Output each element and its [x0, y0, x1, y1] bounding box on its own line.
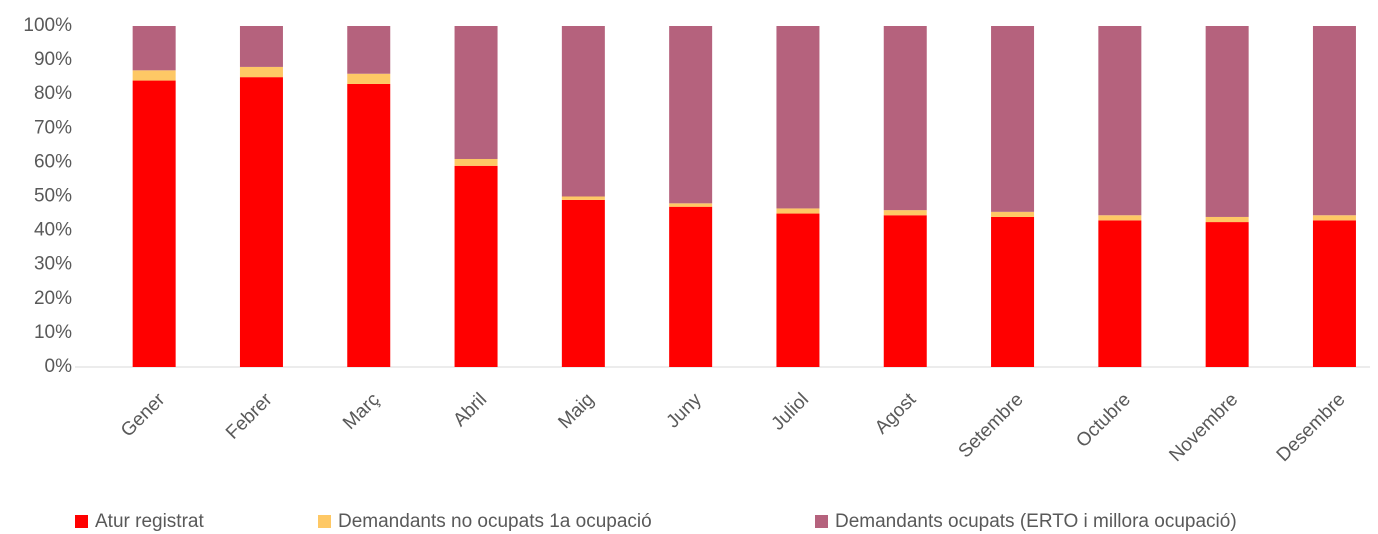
bar-segment — [132, 70, 176, 81]
bar-segment — [776, 208, 820, 214]
bar-segment — [239, 77, 283, 368]
bar-segment — [347, 83, 391, 367]
x-tick-label: Octubre — [1072, 389, 1135, 452]
bar-segment — [776, 213, 820, 367]
x-tick-group: Octubre — [1072, 389, 1135, 452]
bar-segment — [991, 26, 1035, 212]
x-tick-label: Juliol — [768, 389, 813, 434]
bar-segment — [1205, 222, 1249, 367]
bar-segment — [1205, 216, 1249, 223]
y-tick-label: 90% — [34, 49, 72, 70]
bar-segment — [669, 206, 713, 367]
x-tick-group: Gener — [117, 389, 170, 442]
bar-segment — [776, 26, 820, 209]
x-tick-label: Setembre — [955, 389, 1028, 462]
x-tick-group: Juny — [662, 389, 706, 433]
x-tick-group: Agost — [871, 389, 921, 439]
x-tick-label: Agost — [871, 389, 921, 439]
bar-segment — [454, 165, 498, 367]
y-tick-label: 30% — [34, 254, 72, 275]
y-tick-label: 80% — [34, 83, 72, 104]
bar-segment — [1098, 220, 1142, 367]
legend-label: Atur registrat — [95, 511, 204, 532]
legend-label: Demandants no ocupats 1a ocupació — [338, 511, 652, 532]
bar-segment — [1312, 26, 1356, 216]
bar-segment — [347, 73, 391, 84]
x-tick-group: Setembre — [955, 389, 1028, 462]
bar-segment — [991, 216, 1035, 367]
bar-segment — [883, 26, 927, 211]
bar-segment — [883, 210, 927, 216]
legend-swatch — [75, 515, 88, 528]
y-tick-label: 100% — [23, 15, 72, 36]
x-tick-group: Abril — [449, 389, 491, 431]
bar-segment — [239, 26, 283, 67]
bar-segment — [1098, 26, 1142, 216]
x-tick-group: Març — [339, 389, 384, 434]
x-tick-group: Novembre — [1165, 389, 1242, 466]
y-tick-label: 60% — [34, 151, 72, 172]
x-tick-label: Febrer — [222, 389, 277, 444]
y-tick-label: 40% — [34, 220, 72, 241]
bar-segment — [454, 158, 498, 166]
y-tick-label: 10% — [34, 322, 72, 343]
x-tick-group: Desembre — [1273, 389, 1350, 466]
bar-segment — [669, 26, 713, 204]
y-tick-label: 70% — [34, 117, 72, 138]
x-tick-label: Març — [339, 389, 384, 434]
x-tick-label: Desembre — [1273, 389, 1350, 466]
bar-segment — [669, 203, 713, 207]
bar-segment — [561, 199, 605, 367]
y-tick-label: 20% — [34, 288, 72, 309]
bar-segment — [561, 196, 605, 200]
bar-segment — [132, 26, 176, 71]
bar-segment — [883, 215, 927, 367]
x-tick-group: Juliol — [768, 389, 813, 434]
bar-segment — [991, 211, 1035, 217]
x-tick-label: Abril — [449, 389, 491, 431]
y-tick-label: 0% — [45, 356, 73, 377]
x-tick-label: Gener — [117, 389, 170, 442]
y-tick-label: 50% — [34, 186, 72, 207]
x-tick-group: Febrer — [222, 389, 277, 444]
bar-segment — [1205, 26, 1249, 217]
bar-segment — [561, 26, 605, 197]
bar-segment — [239, 66, 283, 78]
legend-swatch — [318, 515, 331, 528]
bar-segment — [347, 26, 391, 74]
bar-segment — [1098, 215, 1142, 221]
x-tick-label: Maig — [554, 389, 598, 433]
legend-swatch — [815, 515, 828, 528]
bar-segment — [132, 80, 176, 367]
bar-segment — [454, 26, 498, 159]
x-tick-group: Maig — [554, 389, 598, 433]
bar-segment — [1312, 220, 1356, 367]
legend-label: Demandants ocupats (ERTO i millora ocupa… — [835, 511, 1237, 532]
x-tick-label: Novembre — [1165, 389, 1242, 466]
x-tick-label: Juny — [662, 389, 706, 433]
bar-segment — [1312, 215, 1356, 221]
